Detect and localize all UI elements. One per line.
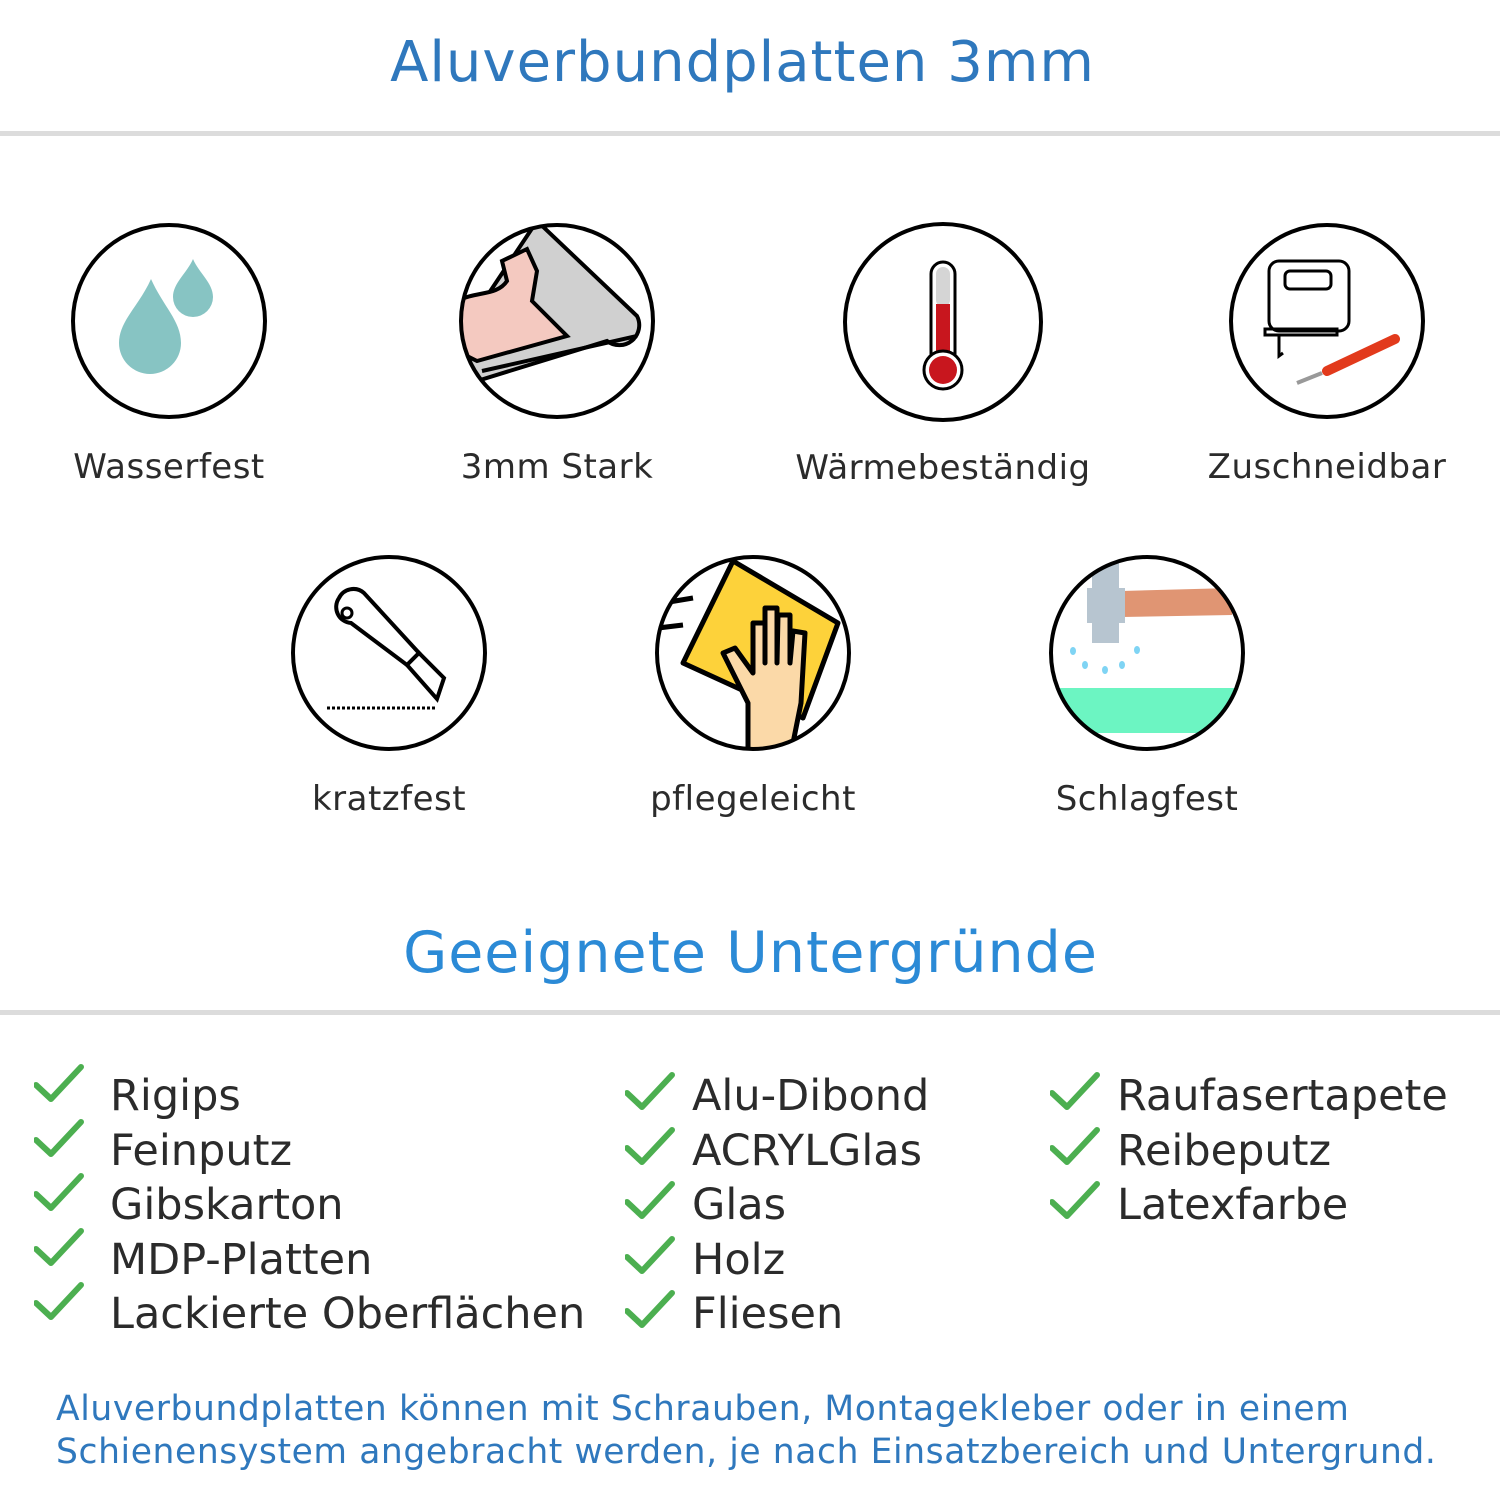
list-item-label: Reibeputz [1117,1125,1332,1176]
feature-label: 3mm Stark [460,447,654,487]
check-icon [625,1181,675,1219]
feature-wasserfest: Wasserfest [0,221,349,487]
list-item: Reibeputz [0,1124,1500,1179]
list-item: Feinputz [0,1118,1500,1179]
feature-pflegeleicht: pflegeleicht [573,553,933,819]
list-item-label: ACRYLGlas [692,1125,923,1176]
muscle-arm-icon [459,223,655,419]
divider [0,1010,1500,1015]
list-item: Rigips [0,1064,1500,1124]
hand-cloth-icon [655,555,851,751]
hammer-icon [1049,555,1245,751]
feature-kratzfest: kratzfest [209,553,569,819]
check-icon [625,1235,675,1274]
divider [0,131,1500,136]
list-item-label: Fliesen [692,1289,844,1339]
cutter-knife-icon [291,555,487,751]
feature-label: pflegeleicht [650,779,856,819]
footer-line-1: Aluverbundplatten können mit Schrauben, … [56,1389,1350,1429]
list-item: Gibskarton [0,1173,1500,1233]
list-item-label: Gibskarton [110,1180,344,1230]
list-item-label: Glas [692,1180,787,1230]
list-item-label: Rigips [110,1071,241,1121]
section-title: Geeignete Untergründe [403,920,1098,986]
list-item: Lackierte Oberflächen [0,1282,1500,1342]
list-item: Glas [0,1178,1500,1233]
list-item-label: Lackierte Oberflächen [110,1289,586,1339]
check-icon [625,1126,675,1165]
feature-waermebestaendig: Wärmebeständig [763,222,1123,488]
list-item: Raufasertapete [0,1069,1500,1124]
list-item: Alu-Dibond [0,1069,1500,1124]
check-icon [625,1072,675,1110]
list-item-label: Latexfarbe [1117,1180,1349,1230]
list-item: Fliesen [0,1287,1500,1342]
check-icon [34,1173,84,1211]
check-icon [1050,1181,1100,1219]
feature-label: kratzfest [311,779,467,819]
page-title: Aluverbundplatten 3mm [390,30,1095,95]
feature-label: Wasserfest [73,447,265,487]
check-icon [1050,1126,1100,1165]
water-drops-icon [71,223,267,419]
list-item: Latexfarbe [0,1178,1500,1233]
jigsaw-knife-icon [1229,223,1425,419]
feature-label: Schlagfest [1055,779,1239,819]
check-icon [625,1290,675,1328]
check-icon [34,1118,84,1157]
check-icon [34,1282,84,1320]
check-icon [34,1227,84,1266]
feature-schlagfest: Schlagfest [967,553,1327,819]
feature-label: Zuschneidbar [1207,447,1447,487]
list-item-label: Feinputz [110,1125,293,1176]
thermometer-icon [843,222,1043,422]
list-item-label: Raufasertapete [1117,1071,1448,1121]
feature-3mm-stark: 3mm Stark [377,221,737,487]
list-item-label: Holz [692,1234,786,1285]
list-item-label: MDP-Platten [110,1234,373,1285]
feature-label: Wärmebeständig [795,448,1091,488]
check-icon [34,1064,84,1102]
footer-line-2: Schienensystem angebracht werden, je nac… [56,1432,1437,1472]
list-item: Holz [0,1233,1500,1288]
list-item-label: Alu-Dibond [692,1071,930,1121]
list-item: MDP-Platten [0,1227,1500,1288]
list-item: ACRYLGlas [0,1124,1500,1179]
check-icon [1050,1072,1100,1110]
feature-zuschneidbar: Zuschneidbar [1147,221,1500,487]
